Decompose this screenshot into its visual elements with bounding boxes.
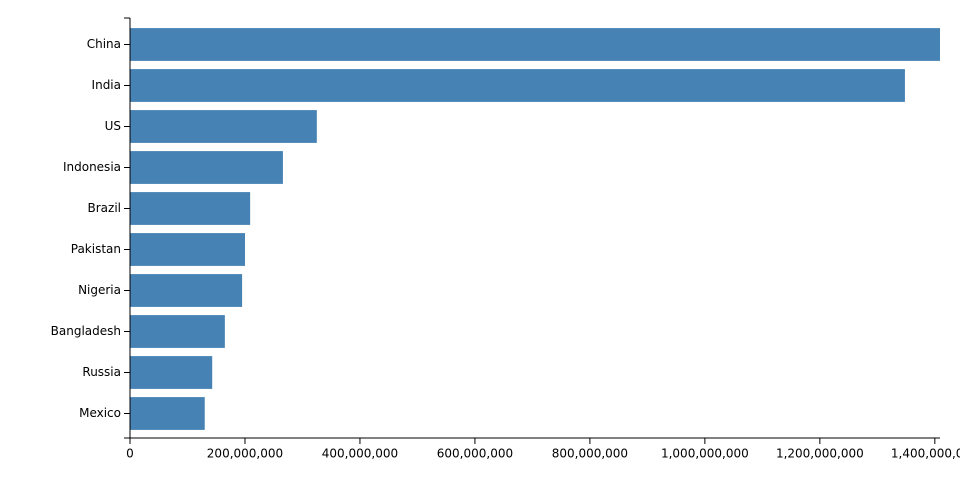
bar — [130, 233, 245, 266]
y-tick-label: China — [87, 37, 121, 51]
y-tick-label: US — [105, 119, 121, 133]
y-tick-label: Mexico — [79, 406, 121, 420]
y-tick-label: Nigeria — [78, 283, 121, 297]
x-tick-label: 200,000,000 — [207, 447, 283, 461]
bar — [130, 397, 205, 430]
bar — [130, 28, 940, 61]
y-tick-label: India — [92, 78, 121, 92]
x-tick-label: 400,000,000 — [322, 447, 398, 461]
bar — [130, 315, 225, 348]
y-tick-label: Pakistan — [71, 242, 121, 256]
bar — [130, 151, 283, 184]
y-tick-label: Brazil — [88, 201, 122, 215]
bar — [130, 110, 317, 143]
bar — [130, 69, 905, 102]
y-tick-label: Indonesia — [63, 160, 121, 174]
x-tick-label: 600,000,000 — [437, 447, 513, 461]
bar — [130, 356, 213, 389]
x-tick-label: 1,200,000,000 — [776, 447, 864, 461]
bar — [130, 192, 251, 225]
bar — [130, 274, 243, 307]
x-tick-label: 0 — [126, 447, 134, 461]
y-tick-label: Russia — [82, 365, 121, 379]
x-tick-label: 1,400,000,000 — [891, 447, 960, 461]
x-tick-label: 800,000,000 — [552, 447, 628, 461]
y-tick-label: Bangladesh — [51, 324, 121, 338]
x-tick-label: 1,000,000,000 — [661, 447, 749, 461]
